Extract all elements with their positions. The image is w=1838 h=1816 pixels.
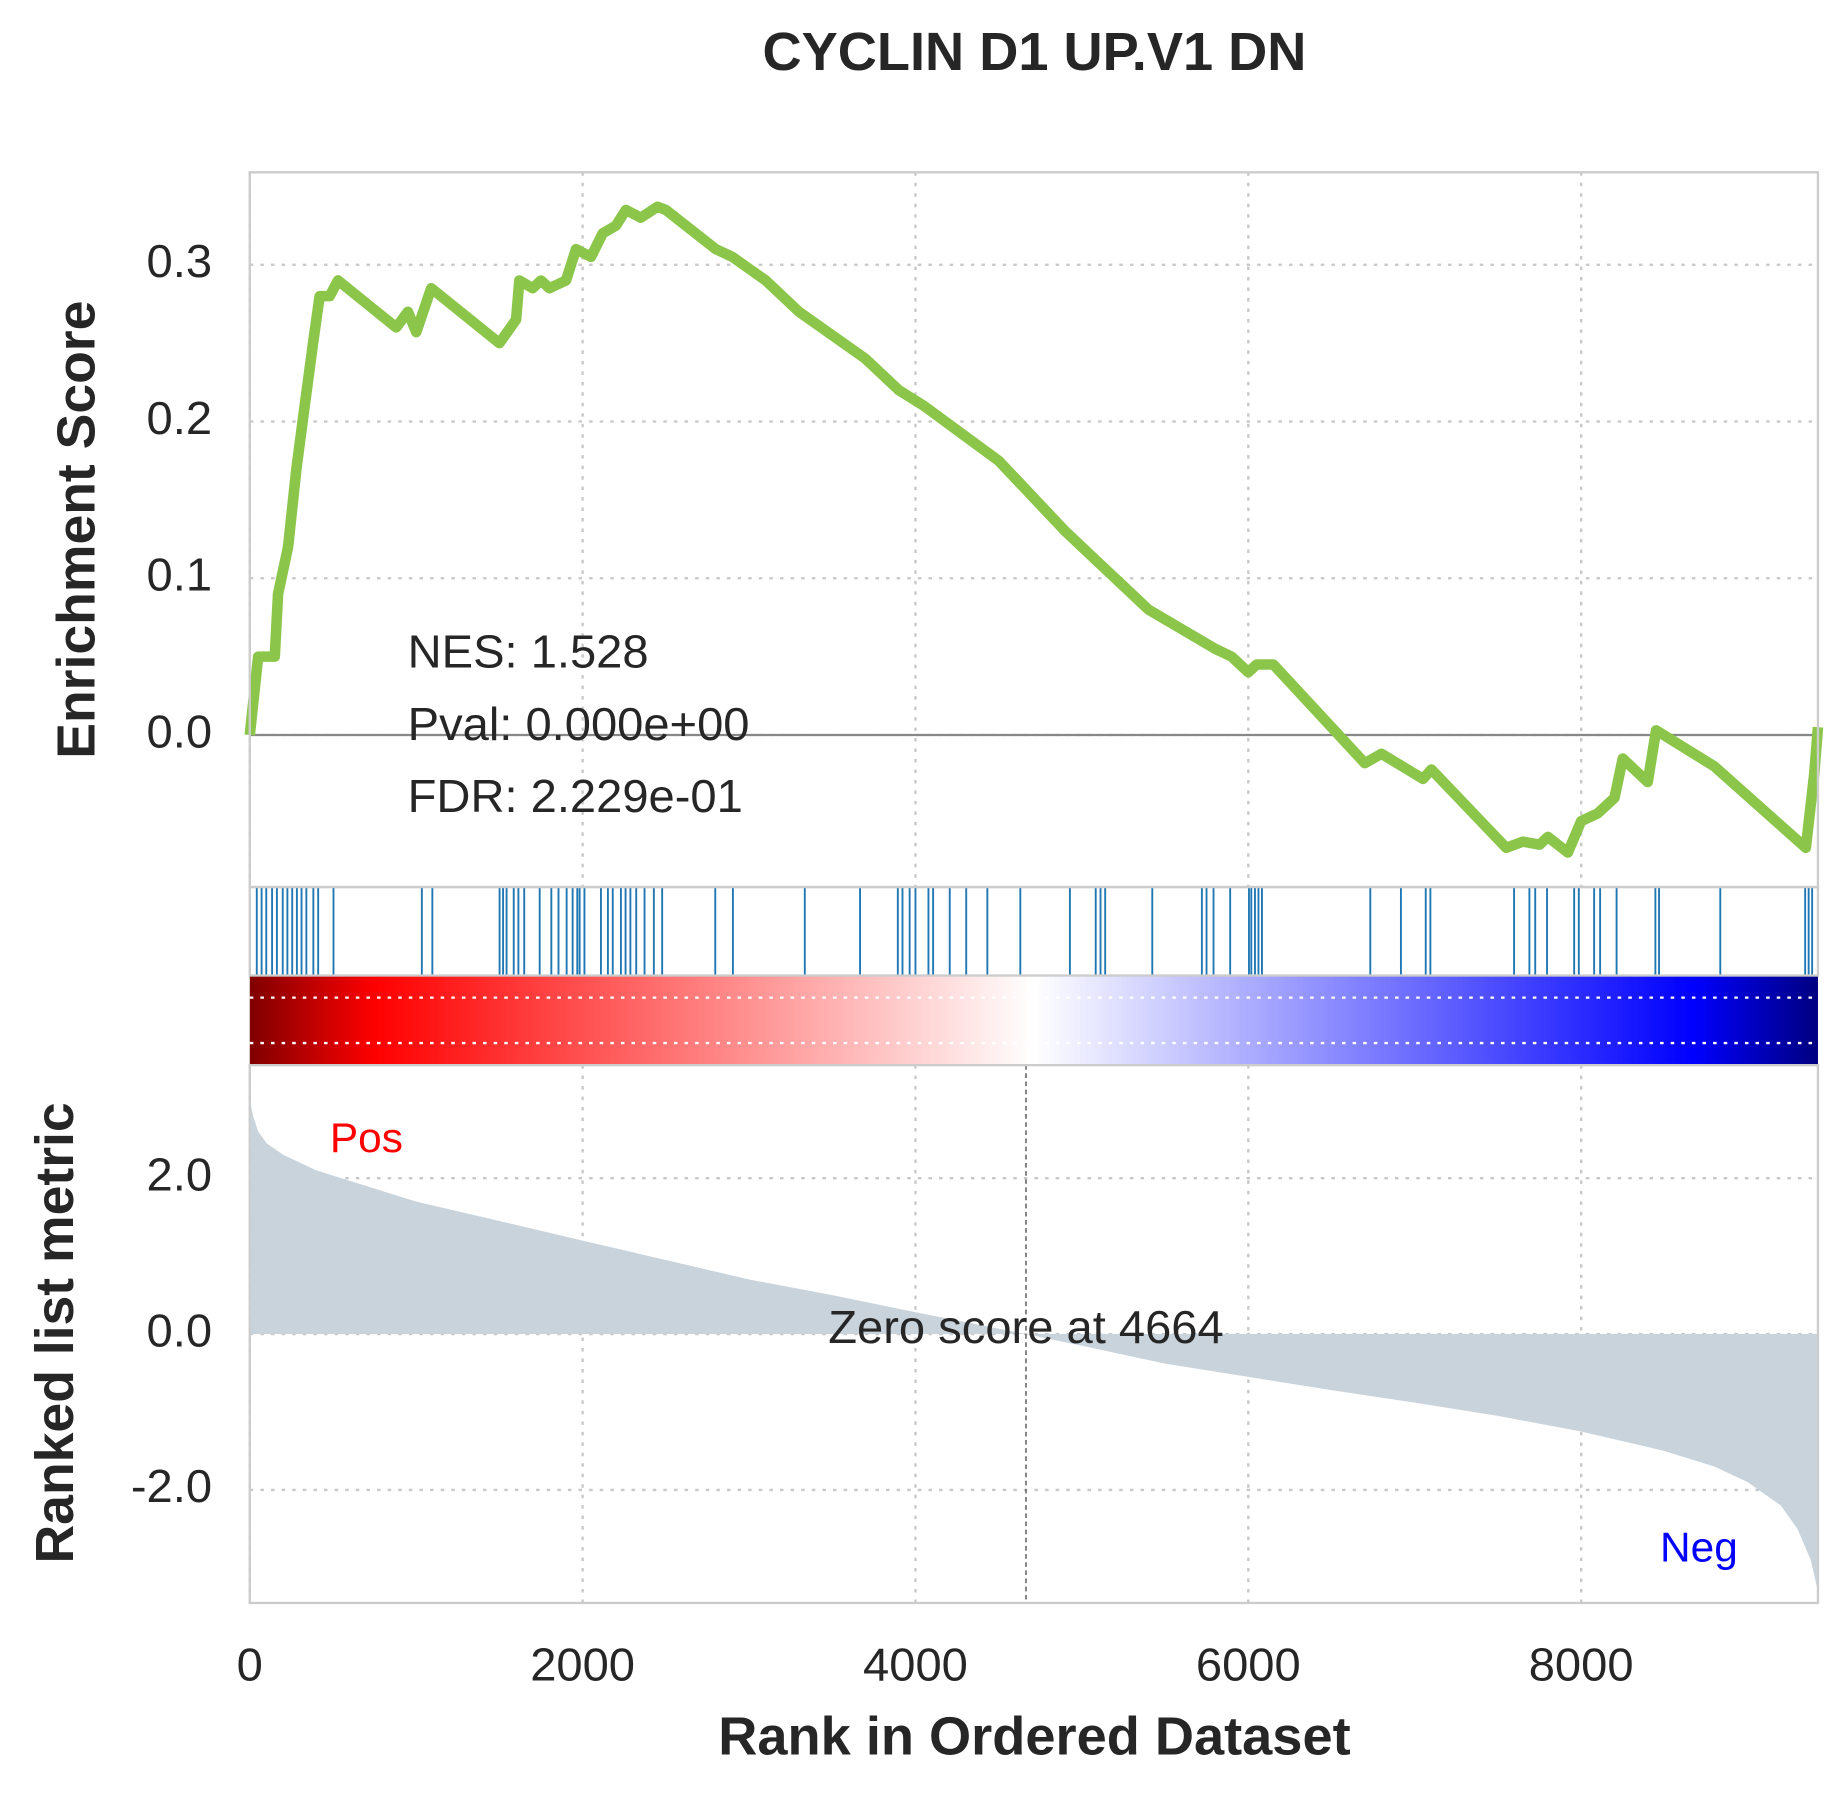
x-axis-label: Rank in Ordered Dataset [718,1707,1350,1767]
x-tick-label: 4000 [863,1639,968,1691]
chart-title: CYCLIN D1 UP.V1 DN [762,22,1306,82]
y-tick-label: 0.1 [147,549,213,601]
y-tick-label: 2.0 [147,1149,213,1201]
x-tick-label: 2000 [530,1639,635,1691]
y-axis-label: Enrichment Score [46,301,106,759]
pos-label: Pos [330,1114,403,1161]
y-tick-label: 0.2 [147,392,213,444]
x-tick-label: 8000 [1529,1639,1634,1691]
stat-annotation: Pval: 0.000e+00 [408,698,750,750]
y-tick-label: -2.0 [131,1461,212,1513]
metric-area [249,1100,1818,1592]
colorbar [249,975,1818,1066]
x-tick-label: 6000 [1196,1639,1301,1691]
stat-annotation: FDR: 2.229e-01 [408,770,743,822]
y-tick-label: 0.0 [147,1305,213,1357]
y-axis-label: Ranked list metric [25,1102,85,1563]
zero-score-label: Zero score at 4664 [828,1301,1223,1353]
frame [248,1063,1820,1605]
es-line [244,201,1824,858]
frame [248,885,1820,977]
stat-annotation: NES: 1.528 [408,626,649,678]
y-tick-label: 0.0 [147,706,213,758]
x-tick-label: 0 [237,1639,263,1691]
neg-label: Neg [1660,1524,1738,1571]
y-tick-label: 0.3 [147,235,213,287]
